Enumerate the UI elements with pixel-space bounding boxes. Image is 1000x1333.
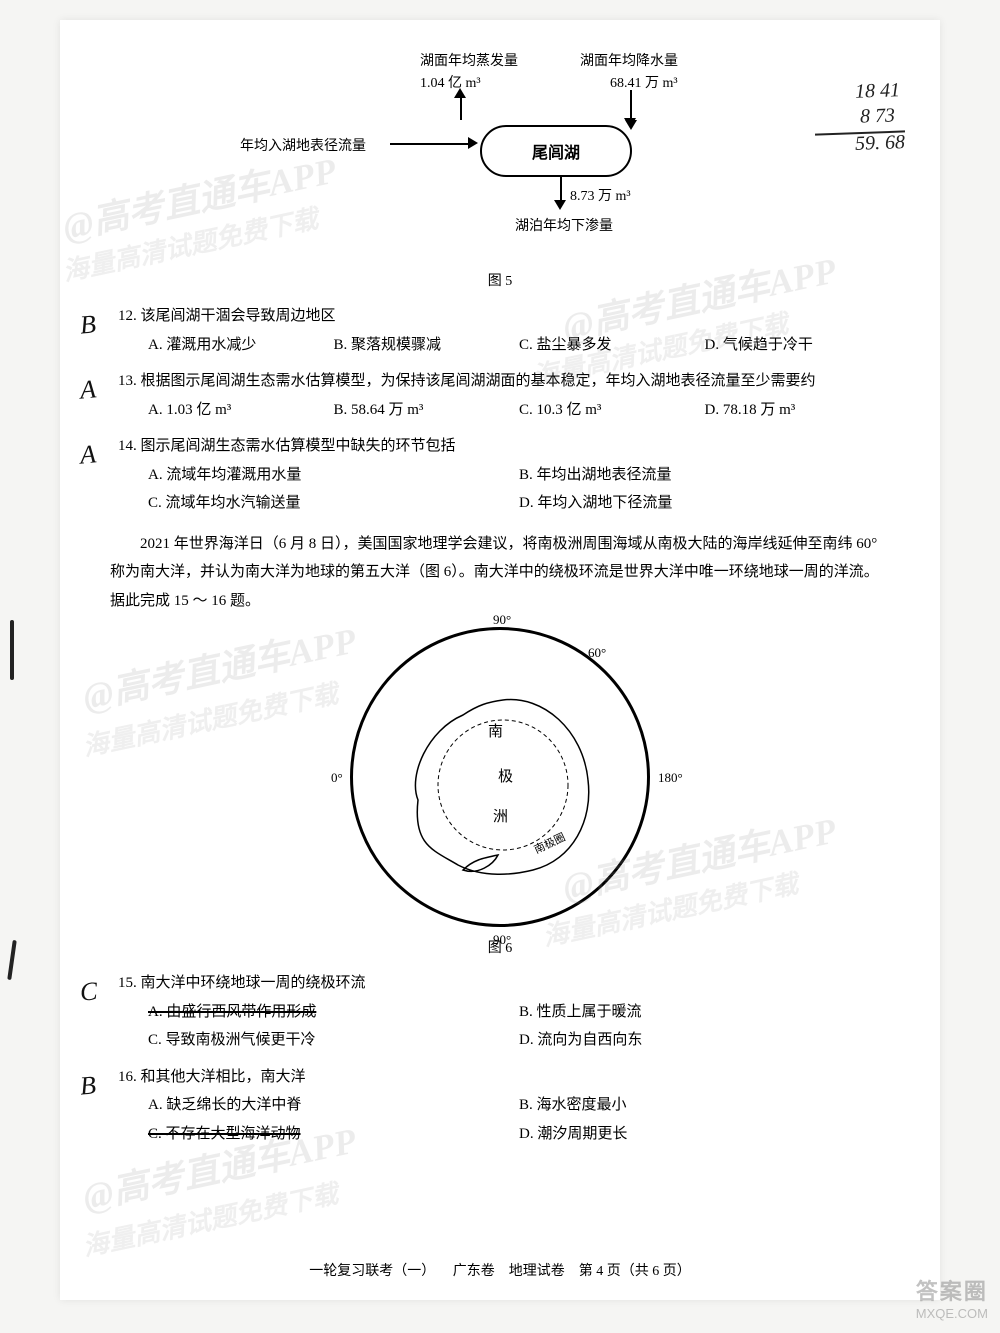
evap-label: 湖面年均蒸发量 — [420, 50, 518, 70]
answer-13: A — [78, 364, 98, 415]
q15-opt-c: C. 导致南极洲气候更干冷 — [148, 1026, 519, 1055]
figure5-caption: 图 5 — [110, 270, 890, 290]
margin-mark-2 — [7, 940, 17, 980]
q14-text: 图示尾闾湖生态需水估算模型中缺失的环节包括 — [141, 438, 456, 454]
q14-opt-d: D. 年均入湖地下径流量 — [519, 489, 890, 518]
antarctica-map: 90° 60° 0° 180° 90° 南 极 洲 南极圈 — [110, 627, 890, 927]
corner-logo: 答案圈 MXQE.COM — [916, 1274, 988, 1321]
answer-16: B — [78, 1060, 98, 1111]
footer-mid: 广东卷 — [453, 1264, 495, 1279]
q16-opt-b: B. 海水密度最小 — [519, 1091, 890, 1120]
q14-opt-c: C. 流域年均水汽输送量 — [148, 489, 519, 518]
q13-num: 13. — [118, 373, 137, 389]
lake-diagram: 湖面年均蒸发量 1.04 亿 m³ 湖面年均降水量 68.41 万 m³ 年均入… — [110, 50, 890, 260]
q16-text: 和其他大洋相比，南大洋 — [141, 1069, 306, 1085]
q16-opt-a: A. 缺乏绵长的大洋中脊 — [148, 1091, 519, 1120]
q12-opt-d: D. 气候趋于冷干 — [705, 331, 891, 360]
map-top: 90° — [493, 612, 511, 628]
map-right: 180° — [658, 770, 683, 786]
precip-value: 68.41 万 m³ — [610, 72, 678, 92]
q13-opt-d: D. 78.18 万 m³ — [705, 396, 891, 425]
footer-right: 地理试卷 第 4 页（共 6 页） — [509, 1264, 691, 1279]
handwriting-3: 59. 68 — [855, 131, 906, 156]
map-bottom: 90° — [493, 932, 511, 948]
question-15: C 15. 南大洋中环绕地球一周的绕极环流 A. 由盛行西风带作用形成 B. 性… — [110, 969, 890, 1055]
q16-num: 16. — [118, 1069, 137, 1085]
passage-ocean: 2021 年世界海洋日（6 月 8 日），美国国家地理学会建议，将南极洲周围海域… — [110, 530, 890, 616]
evap-value: 1.04 亿 m³ — [420, 72, 481, 92]
q14-opt-a: A. 流域年均灌溉用水量 — [148, 461, 519, 490]
map-c2: 极 — [498, 765, 513, 786]
handwriting-1: 18 41 — [855, 79, 901, 104]
q15-num: 15. — [118, 975, 137, 991]
inflow-label: 年均入湖地表径流量 — [240, 135, 366, 155]
question-16: B 16. 和其他大洋相比，南大洋 A. 缺乏绵长的大洋中脊 B. 海水密度最小… — [110, 1063, 890, 1149]
map-c3: 洲 — [493, 805, 508, 826]
map-60: 60° — [588, 645, 606, 661]
q14-opt-b: B. 年均出湖地表径流量 — [519, 461, 890, 490]
q12-text: 该尾闾湖干涸会导致周边地区 — [141, 308, 336, 324]
answer-14: A — [78, 429, 98, 480]
answer-15: C — [78, 966, 100, 1017]
q12-opt-c: C. 盐尘暴多发 — [519, 331, 705, 360]
seep-label: 湖泊年均下渗量 — [515, 215, 613, 235]
answer-12: B — [78, 299, 98, 350]
question-14: A 14. 图示尾闾湖生态需水估算模型中缺失的环节包括 A. 流域年均灌溉用水量… — [110, 432, 890, 518]
map-left: 0° — [331, 770, 343, 786]
q15-text: 南大洋中环绕地球一周的绕极环流 — [141, 975, 366, 991]
question-13: A 13. 根据图示尾闾湖生态需水估算模型，为保持该尾闾湖湖面的基本稳定，年均入… — [110, 367, 890, 424]
q12-opt-b: B. 聚落规模骤减 — [334, 331, 520, 360]
q16-opt-d: D. 潮汐周期更长 — [519, 1120, 890, 1149]
seep-value: 8.73 万 m³ — [570, 185, 631, 205]
q13-opt-c: C. 10.3 亿 m³ — [519, 396, 705, 425]
exam-page: 湖面年均蒸发量 1.04 亿 m³ 湖面年均降水量 68.41 万 m³ 年均入… — [60, 20, 940, 1300]
page-footer: 一轮复习联考（一） 广东卷 地理试卷 第 4 页（共 6 页） — [110, 1260, 890, 1280]
q14-num: 14. — [118, 438, 137, 454]
handwriting-2: 8 73 — [860, 104, 896, 128]
lake-box: 尾闾湖 — [480, 125, 632, 177]
map-circle: 90° 60° 0° 180° 90° 南 极 洲 南极圈 — [350, 627, 650, 927]
q15-opt-a: A. 由盛行西风带作用形成 — [148, 998, 519, 1027]
q13-opt-a: A. 1.03 亿 m³ — [148, 396, 334, 425]
question-12: B 12. 该尾闾湖干涸会导致周边地区 A. 灌溉用水减少 B. 聚落规模骤减 … — [110, 302, 890, 359]
precip-label: 湖面年均降水量 — [580, 50, 678, 70]
q15-opt-d: D. 流向为自西向东 — [519, 1026, 890, 1055]
q12-num: 12. — [118, 308, 137, 324]
q13-text: 根据图示尾闾湖生态需水估算模型，为保持该尾闾湖湖面的基本稳定，年均入湖地表径流量… — [141, 373, 816, 389]
corner-line2: MXQE.COM — [916, 1306, 988, 1321]
margin-mark-1 — [10, 620, 14, 680]
footer-left: 一轮复习联考（一） — [309, 1264, 435, 1279]
q15-opt-b: B. 性质上属于暖流 — [519, 998, 890, 1027]
q12-opt-a: A. 灌溉用水减少 — [148, 331, 334, 360]
q16-opt-c: C. 不存在大型海洋动物 — [148, 1120, 519, 1149]
q13-opt-b: B. 58.64 万 m³ — [334, 396, 520, 425]
corner-line1: 答案圈 — [916, 1274, 988, 1306]
map-c1: 南 — [488, 720, 503, 741]
